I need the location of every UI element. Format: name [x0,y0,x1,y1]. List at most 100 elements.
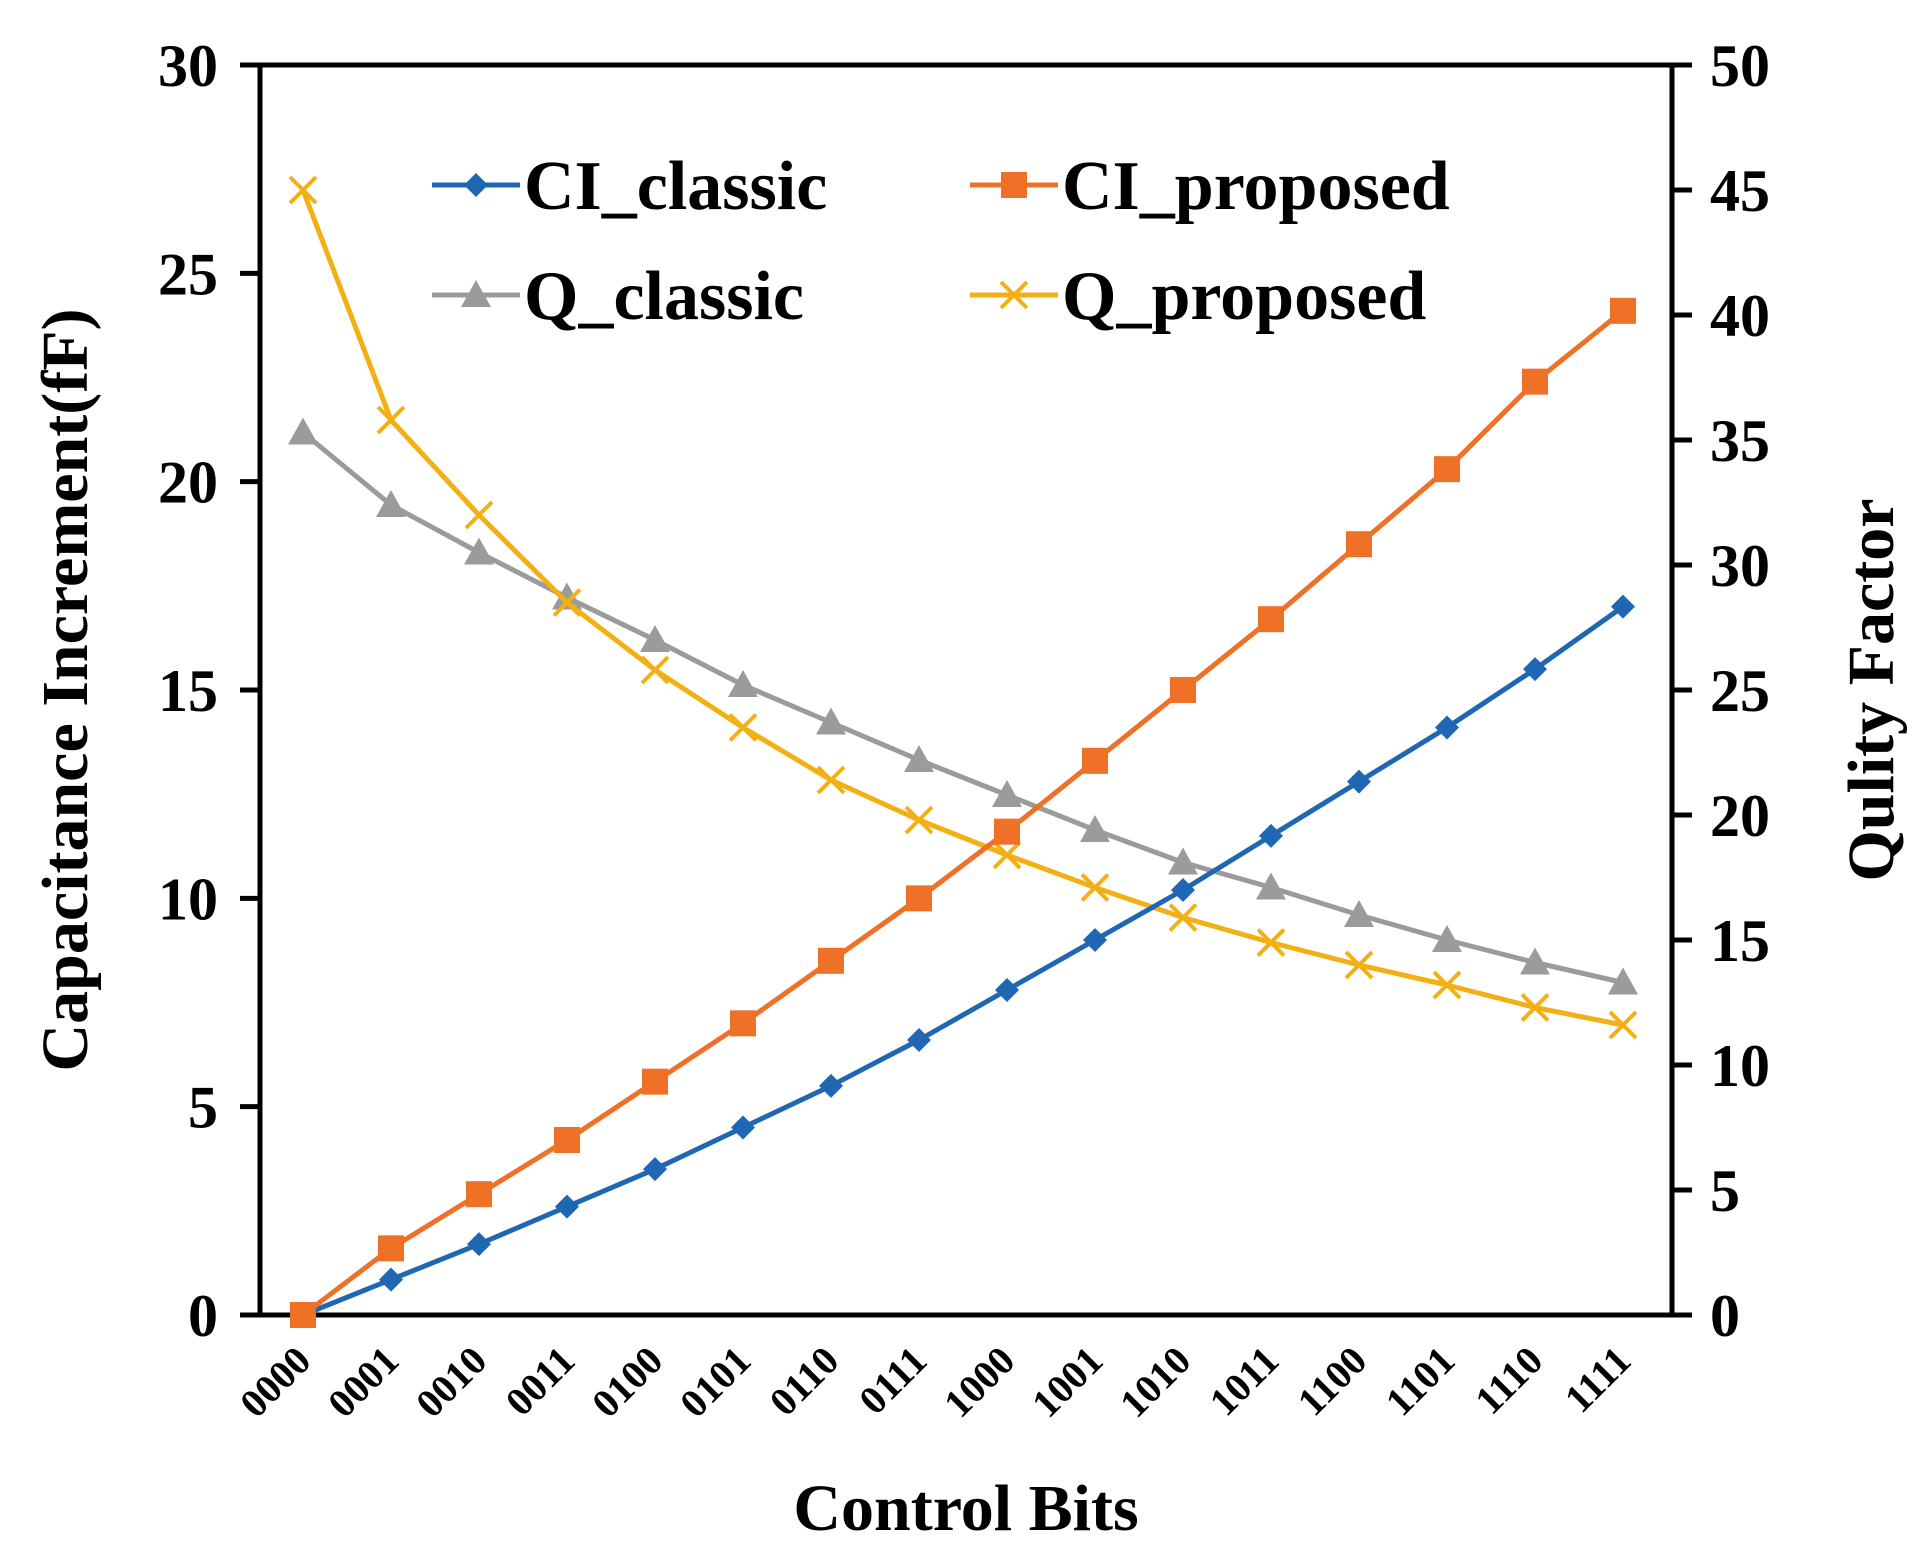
y-tick-label: 25 [158,241,218,307]
data-point [640,625,670,652]
x-tick-label: 1001 [1023,1338,1111,1426]
data-point [1608,1010,1638,1040]
data-point [376,490,406,517]
data-point [1256,928,1286,957]
y-axis-title: Capacitance Increment(fF) [29,308,102,1071]
data-point [816,765,846,795]
y2-tick-label: 15 [1710,908,1770,974]
data-point [1080,873,1110,902]
y-tick-label: 10 [158,866,218,932]
marker-stroke [1080,873,1110,902]
data-point [992,780,1022,807]
data-point [1522,368,1548,395]
data-point [992,840,1022,870]
marker-stroke [1608,1010,1638,1040]
data-point [642,1068,668,1095]
data-point [554,1127,580,1153]
data-point [379,1267,403,1292]
y2-tick-label: 50 [1710,33,1770,99]
data-point [904,805,934,835]
legend-item-q-classic: Q_classic [432,258,804,335]
data-point [816,707,846,735]
legend-label: Q_proposed [1062,258,1426,335]
y2-tick-label: 20 [1710,783,1770,849]
x-tick-label: 0110 [761,1338,848,1425]
x-tick-label: 0001 [319,1338,407,1426]
data-point [1344,950,1374,980]
x-tick-label: 1110 [1466,1338,1551,1423]
series-line [301,308,1625,1317]
data-point [643,1157,667,1182]
data-point [728,713,758,742]
plot-area [257,62,1675,1318]
data-point [467,1232,491,1257]
y-tick-label: 15 [158,658,218,724]
y2-axis-title: Qulity Factor [1835,498,1908,881]
data-point [1610,297,1636,324]
legend-marker [461,280,491,307]
marker-stroke [1344,950,1374,980]
y2-tick-label: 0 [1710,1283,1740,1349]
x-tick-label: 0100 [583,1338,671,1426]
data-point [1080,815,1110,842]
data-point [378,1235,404,1262]
data-point [907,1028,931,1052]
series-q-classic [288,417,1638,995]
marker-stroke [992,840,1022,870]
data-point [1432,925,1462,952]
data-point [1346,531,1372,558]
data-point [1259,823,1283,848]
data-point [1434,456,1460,483]
data-point [1168,903,1198,932]
series-q-proposed [288,175,1638,1040]
data-point [552,582,582,610]
data-point [818,947,844,974]
data-point [1520,947,1550,975]
legend-label: Q_classic [524,258,804,335]
legend-item-q-proposed: Q_proposed [970,258,1426,335]
marker-stroke [1520,993,1550,1022]
data-point [1170,677,1196,703]
data-point [728,670,758,697]
x-tick-label: 1100 [1289,1338,1376,1425]
data-point [730,1010,756,1037]
marker-stroke [1432,970,1462,1000]
x-tick-label: 1111 [1556,1338,1640,1422]
data-point [1435,715,1459,740]
marker-stroke [816,765,846,795]
x-tick-label: 0000 [231,1338,319,1426]
data-point [1344,900,1374,927]
y2-tick-label: 5 [1710,1158,1740,1224]
marker-stroke [552,588,582,617]
legend-marker [1001,172,1027,198]
series-ci-proposed [290,297,1636,1328]
x-tick-label: 0010 [407,1338,495,1426]
legend-item-ci-proposed: CI_proposed [970,148,1450,225]
data-point [994,818,1020,845]
data-point [1347,769,1371,794]
data-point [1168,847,1198,875]
data-point [288,175,318,205]
series-line [301,430,1624,985]
y2-tick-label: 40 [1710,283,1770,349]
y-tick-label: 5 [188,1075,218,1141]
marker-stroke [904,805,934,835]
legend-item-ci-classic: CI_classic [432,148,827,225]
x-tick-label: 0111 [850,1338,935,1423]
y2-tick-label: 30 [1710,533,1770,599]
data-point [640,655,670,685]
x-tick-label: 1000 [935,1338,1023,1426]
data-point [1083,928,1107,952]
data-point [731,1115,755,1140]
data-point [288,417,318,445]
data-point [1520,993,1550,1022]
data-point [290,1302,316,1328]
marker-stroke [1168,903,1198,932]
marker-stroke [376,405,406,435]
data-point [904,745,934,772]
data-point [1611,594,1635,619]
x-tick-label: 1010 [1111,1338,1199,1426]
x-tick-label: 0101 [671,1338,759,1426]
data-point [1256,872,1286,900]
